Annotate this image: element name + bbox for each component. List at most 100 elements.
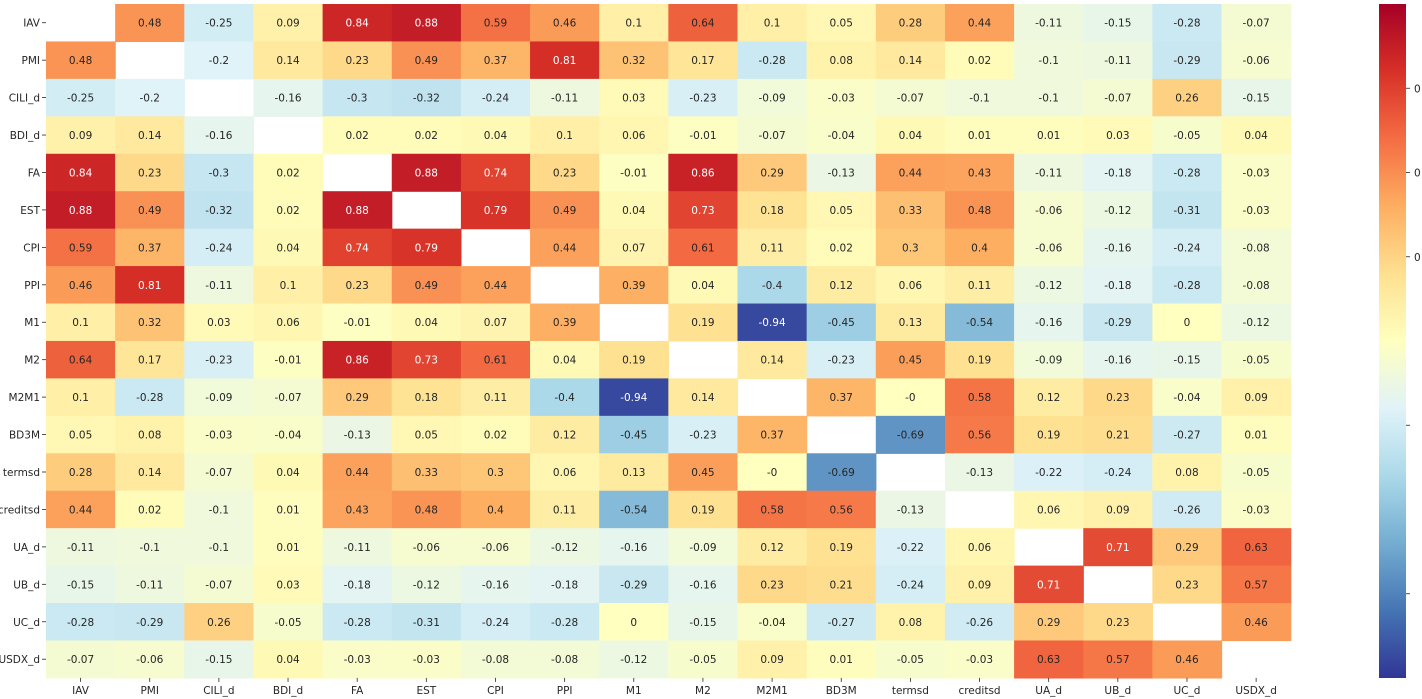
cell-value-label: -0.11 — [136, 579, 163, 591]
heatmap-cell — [1221, 603, 1292, 642]
cell-value-label: 0.09 — [69, 130, 92, 142]
heatmap-cell — [530, 340, 600, 379]
cell-value-label: -0.08 — [1243, 242, 1270, 254]
heatmap-cell — [1083, 378, 1153, 417]
y-tick-label: FA — [28, 167, 41, 179]
heatmap-cell — [115, 565, 185, 604]
heatmap-cell — [1152, 228, 1223, 267]
heatmap-cell — [1014, 340, 1084, 379]
cell-value-label: -0.03 — [966, 654, 993, 666]
heatmap-cell — [944, 266, 1015, 305]
heatmap-cell — [875, 490, 946, 529]
cell-value-label: -0.28 — [67, 617, 94, 629]
cell-value-label: -0.06 — [1035, 242, 1062, 254]
cell-value-label: 0.86 — [345, 355, 369, 367]
heatmap-cell — [1221, 378, 1292, 417]
cell-value-label: 0.48 — [415, 504, 438, 516]
cell-value-label: -0.16 — [274, 93, 301, 105]
heatmap-cell — [806, 116, 877, 155]
cell-value-label: 0.88 — [415, 167, 438, 179]
cell-value-label: -0.11 — [344, 542, 371, 554]
heatmap-cell — [115, 340, 185, 379]
cell-value-label: 0.05 — [69, 430, 92, 442]
cell-value-label: -0.05 — [1243, 355, 1270, 367]
cell-value-label: -0.06 — [413, 542, 440, 554]
heatmap-cell — [875, 266, 946, 305]
cell-value-label: 0.43 — [968, 167, 991, 179]
heatmap-cell — [460, 303, 531, 342]
cell-value-label: -0.11 — [1035, 18, 1062, 30]
cell-value-label: 0.11 — [484, 392, 507, 404]
heatmap-cell — [737, 228, 808, 267]
heatmap-cell — [391, 378, 462, 417]
y-tick-label: UC_d — [13, 617, 40, 629]
heatmap-cell — [1014, 640, 1084, 679]
heatmap-cell — [253, 191, 324, 230]
cell-value-label: 0.44 — [968, 18, 992, 30]
heatmap-cell — [115, 378, 185, 417]
heatmap-cell — [46, 415, 116, 454]
cell-value-label: -0.15 — [205, 654, 232, 666]
cell-value-label: -0.29 — [1104, 317, 1131, 329]
heatmap-cell — [1014, 453, 1084, 492]
cell-value-label: 0.37 — [830, 392, 853, 404]
cell-value-label: 0.88 — [415, 18, 438, 30]
heatmap-cell — [115, 528, 185, 567]
heatmap-cell — [391, 303, 462, 342]
cell-value-label: 0.18 — [415, 392, 438, 404]
cell-value-label: -0.07 — [758, 130, 785, 142]
cell-value-label: 0.26 — [1175, 93, 1199, 105]
cell-value-label: 0.11 — [553, 504, 576, 516]
heatmap-cell — [184, 640, 255, 679]
y-tick-label: M2 — [24, 355, 40, 367]
heatmap-cell — [1221, 340, 1292, 379]
heatmap-cell — [253, 453, 324, 492]
y-tick-label: PPI — [24, 280, 40, 292]
heatmap-cell — [875, 228, 946, 267]
heatmap-cell — [668, 228, 739, 267]
heatmap-cell — [1221, 153, 1292, 192]
heatmap-cell — [1152, 340, 1223, 379]
heatmap-cell — [530, 528, 600, 567]
cell-value-label: 0.79 — [415, 242, 438, 254]
heatmap-cell — [875, 191, 946, 230]
heatmap-cell — [115, 228, 185, 267]
heatmap-cell — [253, 41, 324, 80]
cell-value-label: 0.06 — [553, 467, 577, 479]
heatmap-cell — [599, 228, 669, 267]
cell-value-label: -0.31 — [413, 617, 440, 629]
heatmap-cell — [115, 4, 185, 43]
heatmap-cell — [46, 565, 116, 604]
heatmap-cell — [322, 266, 393, 305]
heatmap-cell — [599, 415, 669, 454]
cell-value-label: 0.14 — [691, 392, 715, 404]
cell-value-label: -0.06 — [136, 654, 163, 666]
heatmap-cell — [1083, 453, 1153, 492]
y-axis-labels: IAV PMI CILI_d BDI_d FA EST CPI PPI M1 M2 M2M1 BD3M… — [0, 18, 46, 666]
cell-value-label: 0.45 — [691, 467, 714, 479]
heatmap-cell — [1014, 116, 1084, 155]
cell-value-label: 0.02 — [415, 130, 438, 142]
cell-value-label: -0.04 — [828, 130, 855, 142]
heatmap-cell — [944, 453, 1015, 492]
heatmap-cell — [668, 528, 739, 567]
cell-value-label: 0.07 — [622, 242, 645, 254]
cell-value-label: -0.09 — [758, 93, 785, 105]
heatmap-cell — [253, 603, 324, 642]
heatmap-cell — [668, 453, 739, 492]
cell-value-label: -0.16 — [205, 130, 232, 142]
cell-value-label: 0.01 — [276, 542, 299, 554]
cell-value-label: 0.08 — [830, 55, 853, 67]
cell-value-label: 0.01 — [968, 130, 991, 142]
heatmap-cell — [184, 191, 255, 230]
cell-value-label: 0.63 — [1244, 542, 1267, 554]
cell-value-label: -0.28 — [551, 617, 578, 629]
cell-value-label: 0.48 — [69, 55, 92, 67]
cell-value-label: 0.11 — [968, 280, 991, 292]
heatmap-cell — [944, 415, 1015, 454]
heatmap-cell — [737, 528, 808, 567]
heatmap-cell — [253, 153, 324, 192]
x-tick-label: PMI — [140, 685, 159, 697]
heatmap-cell — [806, 490, 877, 529]
